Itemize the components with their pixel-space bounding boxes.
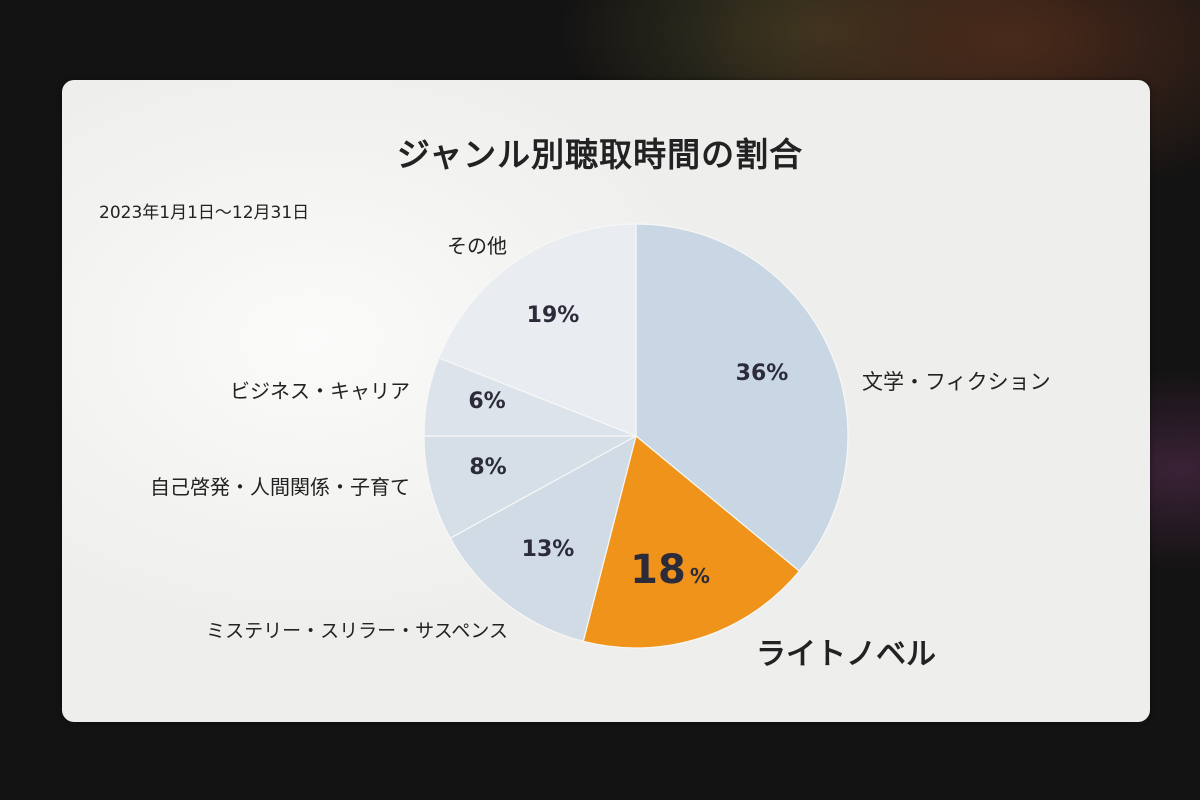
slice-value-label: 8% [469, 455, 506, 480]
slice-value-label: 13% [522, 537, 575, 562]
slice-category-label: ミステリー・スリラー・サスペンス [206, 620, 508, 642]
chart-title: ジャンル別聴取時間の割合 [396, 135, 804, 174]
slice-value-label: 19% [527, 303, 580, 328]
slice-category-label: 文学・フィクション [862, 370, 1051, 394]
pie-slice [635, 223, 849, 572]
pie-slice [438, 223, 637, 437]
pie-slice [423, 435, 637, 539]
pie-slice [582, 434, 801, 649]
chart-period: 2023年1月1日〜12月31日 [99, 203, 310, 223]
slice-category-label: ライトノベル [756, 637, 936, 672]
slice-category-label: 自己啓発・人間関係・子育て [150, 475, 410, 499]
slice-category-label: ビジネス・キャリア [230, 379, 410, 403]
slice-category-label: その他 [447, 234, 507, 258]
pie-slice [449, 434, 637, 643]
slice-value-label: 36% [736, 361, 789, 386]
slice-value-label: 6% [468, 389, 505, 414]
